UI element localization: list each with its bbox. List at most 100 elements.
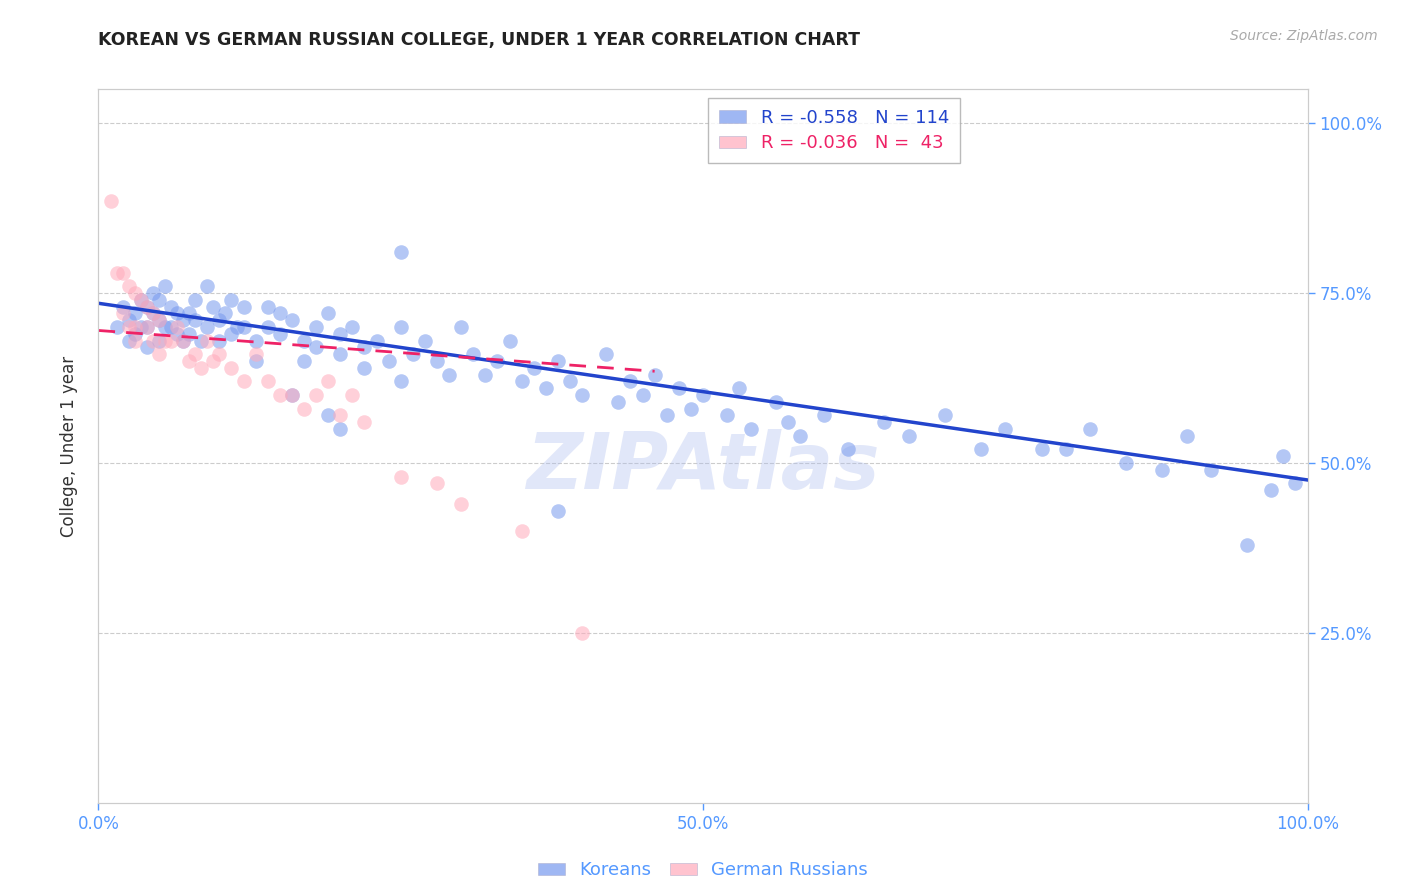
Point <box>342 320 364 334</box>
Point <box>221 326 243 341</box>
Point <box>166 326 188 341</box>
Point <box>426 354 449 368</box>
Point <box>172 334 194 348</box>
Point <box>256 320 278 334</box>
Point <box>353 360 375 375</box>
Point <box>135 320 157 334</box>
Point <box>105 266 128 280</box>
Point <box>142 306 165 320</box>
Point <box>692 388 714 402</box>
Point <box>934 409 956 423</box>
Point <box>129 320 152 334</box>
Point <box>148 313 170 327</box>
Point <box>1260 483 1282 498</box>
Point <box>118 313 141 327</box>
Point <box>105 320 128 334</box>
Point <box>837 442 859 457</box>
Point <box>100 194 122 209</box>
Point <box>202 300 225 314</box>
Point <box>353 415 375 429</box>
Point <box>534 381 557 395</box>
Point <box>142 306 165 320</box>
Point <box>329 409 352 423</box>
Point <box>402 347 425 361</box>
Point <box>1199 463 1222 477</box>
Point <box>1031 442 1053 457</box>
Point <box>463 347 485 361</box>
Point <box>316 375 339 389</box>
Point <box>897 429 920 443</box>
Point <box>184 347 207 361</box>
Point <box>389 320 412 334</box>
Point <box>437 368 460 382</box>
Point <box>153 279 176 293</box>
Point <box>129 293 152 307</box>
Point <box>148 334 170 348</box>
Point <box>305 341 328 355</box>
Point <box>111 266 134 280</box>
Point <box>510 524 533 538</box>
Point <box>329 326 352 341</box>
Point <box>329 422 352 436</box>
Point <box>789 429 811 443</box>
Point <box>450 497 472 511</box>
Point <box>353 341 375 355</box>
Point <box>389 245 412 260</box>
Legend: Koreans, German Russians: Koreans, German Russians <box>531 855 875 887</box>
Point <box>316 306 339 320</box>
Point <box>269 306 291 320</box>
Point <box>172 313 194 327</box>
Point <box>366 334 388 348</box>
Point <box>994 422 1017 436</box>
Point <box>160 300 183 314</box>
Point <box>195 279 218 293</box>
Point <box>970 442 993 457</box>
Point <box>1115 456 1137 470</box>
Point <box>316 409 339 423</box>
Point <box>142 286 165 301</box>
Point <box>190 334 212 348</box>
Point <box>179 306 201 320</box>
Point <box>221 360 243 375</box>
Point <box>153 334 176 348</box>
Point <box>214 306 236 320</box>
Point <box>1152 463 1174 477</box>
Point <box>172 334 194 348</box>
Point <box>195 320 218 334</box>
Point <box>631 388 654 402</box>
Point <box>129 293 152 307</box>
Point <box>1284 476 1306 491</box>
Point <box>281 388 304 402</box>
Point <box>474 368 496 382</box>
Point <box>873 415 896 429</box>
Point <box>135 300 157 314</box>
Point <box>607 394 630 409</box>
Text: KOREAN VS GERMAN RUSSIAN COLLEGE, UNDER 1 YEAR CORRELATION CHART: KOREAN VS GERMAN RUSSIAN COLLEGE, UNDER … <box>98 31 860 49</box>
Point <box>148 293 170 307</box>
Point <box>292 334 315 348</box>
Point <box>166 306 188 320</box>
Text: ZIPAtlas: ZIPAtlas <box>526 429 880 506</box>
Point <box>179 326 201 341</box>
Point <box>111 306 134 320</box>
Point <box>232 300 254 314</box>
Point <box>269 326 291 341</box>
Point <box>776 415 799 429</box>
Point <box>202 354 225 368</box>
Point <box>245 347 267 361</box>
Point <box>269 388 291 402</box>
Point <box>292 354 315 368</box>
Point <box>1054 442 1077 457</box>
Point <box>124 320 146 334</box>
Point <box>195 334 218 348</box>
Point <box>668 381 690 395</box>
Point <box>1175 429 1198 443</box>
Point <box>153 320 176 334</box>
Point <box>740 422 762 436</box>
Point <box>232 320 254 334</box>
Point <box>118 334 141 348</box>
Point <box>124 286 146 301</box>
Point <box>813 409 835 423</box>
Point <box>329 347 352 361</box>
Point <box>292 401 315 416</box>
